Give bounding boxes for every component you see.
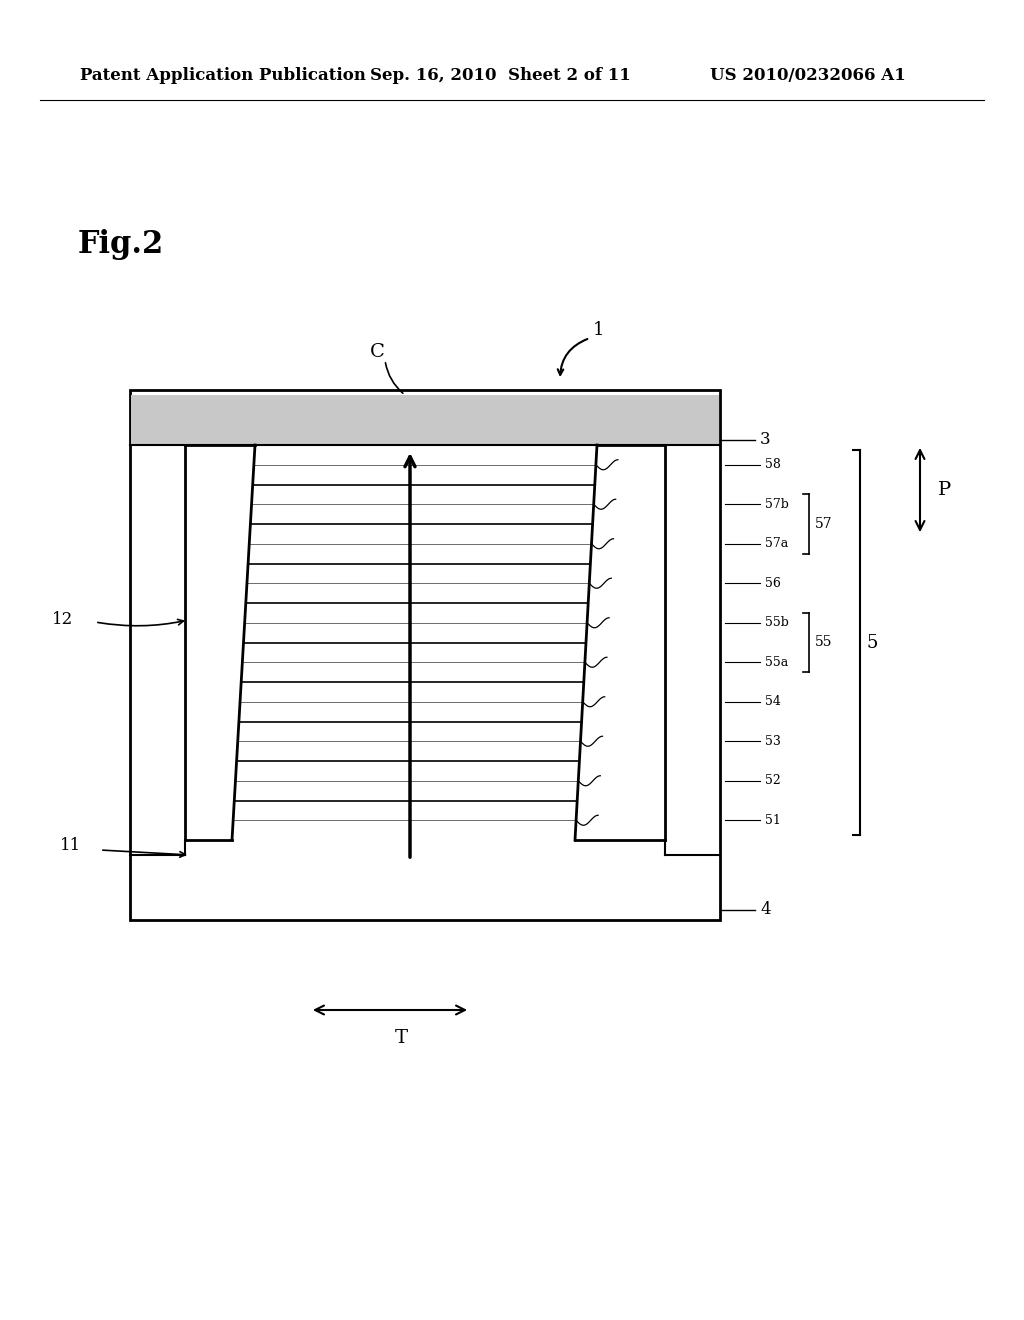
Bar <box>130 389 720 920</box>
Text: Sep. 16, 2010  Sheet 2 of 11: Sep. 16, 2010 Sheet 2 of 11 <box>370 66 631 83</box>
Text: 3: 3 <box>760 432 771 449</box>
Text: T: T <box>395 1030 409 1047</box>
Text: 55a: 55a <box>765 656 788 669</box>
Text: US 2010/0232066 A1: US 2010/0232066 A1 <box>710 66 906 83</box>
Text: P: P <box>938 480 951 499</box>
Text: Patent Application Publication: Patent Application Publication <box>80 66 366 83</box>
Text: 53: 53 <box>765 735 781 747</box>
Text: 52: 52 <box>765 775 780 787</box>
Text: 4: 4 <box>760 902 771 919</box>
Text: 57a: 57a <box>765 537 788 550</box>
Text: 11: 11 <box>60 837 81 854</box>
Text: 58: 58 <box>765 458 781 471</box>
Bar <box>131 395 719 445</box>
Text: Fig.2: Fig.2 <box>78 230 164 260</box>
Text: 1: 1 <box>593 321 604 339</box>
Text: 56: 56 <box>765 577 781 590</box>
Text: 5: 5 <box>867 634 879 652</box>
Text: 12: 12 <box>52 611 74 628</box>
Text: 51: 51 <box>765 813 781 826</box>
Text: 57b: 57b <box>765 498 788 511</box>
Text: 54: 54 <box>765 696 781 709</box>
Text: 55: 55 <box>815 635 833 649</box>
Text: 55b: 55b <box>765 616 788 630</box>
Text: 57: 57 <box>815 517 833 531</box>
Text: C: C <box>370 343 385 360</box>
